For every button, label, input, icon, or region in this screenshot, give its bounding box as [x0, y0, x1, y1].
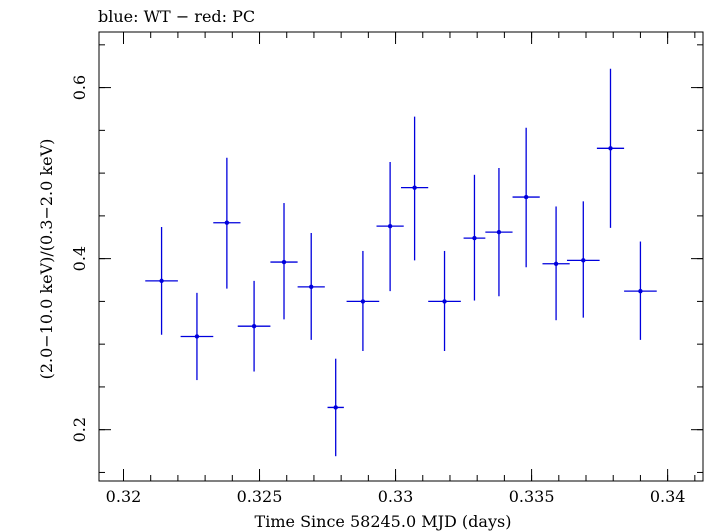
y-axis-ticks: 0.2 0.4 0.6 — [70, 44, 703, 473]
point-marker — [281, 259, 287, 265]
data-point — [270, 203, 298, 320]
point-marker — [553, 261, 559, 266]
data-point — [376, 161, 404, 292]
y-axis-label: (2.0−10.0 keV)/(0.3−2.0 keV) — [37, 139, 56, 380]
data-point — [463, 174, 486, 301]
point-marker — [194, 334, 200, 339]
point-marker — [159, 278, 164, 284]
x-tick-label: 0.32 — [106, 487, 142, 506]
point-marker — [442, 299, 447, 304]
data-point — [512, 127, 540, 268]
point-marker — [224, 220, 230, 225]
x-tick-label: 0.325 — [237, 487, 283, 506]
point-marker — [523, 194, 529, 200]
point-marker — [333, 405, 338, 410]
y-tick-label: 0.6 — [70, 75, 89, 100]
chart-title: blue: WT − red: PC — [98, 7, 255, 26]
point-marker — [309, 284, 314, 290]
x-axis-ticks: 0.32 0.325 0.33 0.335 0.34 — [106, 32, 696, 506]
x-tick-label: 0.335 — [509, 487, 555, 506]
data-point — [180, 292, 214, 381]
point-marker — [412, 185, 417, 190]
data-point — [428, 250, 461, 352]
data-point — [542, 206, 570, 321]
data-point — [297, 232, 325, 340]
point-marker — [387, 223, 393, 229]
data-point — [596, 68, 625, 228]
data-point — [213, 157, 241, 289]
x-tick-label: 0.33 — [378, 487, 414, 506]
data-series — [145, 68, 657, 457]
point-marker — [638, 288, 643, 294]
point-marker — [251, 324, 257, 329]
data-point — [624, 241, 657, 340]
point-marker — [581, 258, 586, 263]
point-marker — [496, 229, 502, 235]
data-point — [485, 167, 513, 297]
y-tick-label: 0.2 — [70, 417, 89, 442]
x-axis-label: Time Since 58245.0 MJD (days) — [255, 512, 512, 531]
data-point — [566, 201, 600, 318]
point-marker — [472, 235, 477, 241]
plot-frame — [98, 31, 704, 482]
data-point — [145, 226, 178, 335]
data-point — [327, 358, 344, 457]
y-tick-label: 0.4 — [70, 246, 89, 271]
data-point — [401, 116, 429, 261]
point-marker — [608, 146, 613, 151]
point-marker — [360, 299, 366, 304]
data-point — [237, 280, 271, 372]
x-tick-label: 0.34 — [650, 487, 686, 506]
data-point — [346, 250, 380, 352]
